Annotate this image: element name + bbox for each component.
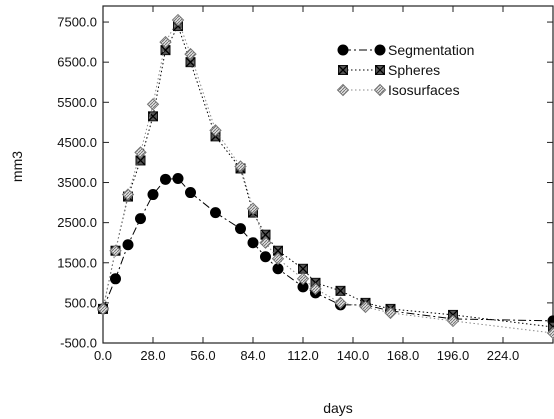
x-tick-label: 0.0 [94, 348, 112, 363]
data-point [446, 314, 460, 328]
legend-item-segmentation: Segmentation [337, 42, 474, 58]
data-point [109, 244, 122, 257]
series-segmentation [97, 173, 554, 327]
x-tick-label: 140.0 [337, 348, 370, 363]
y-tick-label: 1500.0 [57, 255, 97, 270]
plot-area [102, 5, 554, 344]
legend-item-isosurfaces: Isosurfaces [336, 82, 460, 98]
legend-label: Segmentation [388, 42, 474, 58]
x-tick-label: 196.0 [437, 348, 470, 363]
series-layer [96, 13, 554, 340]
data-point-cross [135, 155, 146, 166]
data-point [185, 187, 196, 199]
data-point-cross [298, 263, 308, 274]
legend-label: Isosurfaces [388, 82, 460, 98]
data-point [160, 173, 171, 185]
y-tick-label: 7500.0 [57, 15, 97, 30]
x-tick-label: 168.0 [387, 348, 420, 363]
data-point [259, 236, 272, 249]
series-isosurfaces [96, 13, 554, 340]
data-point [135, 213, 146, 225]
legend-marker [336, 83, 350, 97]
data-point-cross [260, 229, 271, 240]
legend-marker-cross [375, 65, 385, 75]
data-point [247, 237, 259, 249]
data-point-cross [185, 57, 196, 68]
data-point-cross [335, 285, 346, 296]
data-point [96, 302, 110, 316]
series-line [102, 177, 554, 322]
y-tick-label: 4500.0 [57, 135, 97, 150]
data-point [134, 146, 147, 159]
legend-marker [337, 44, 349, 56]
data-point [260, 251, 271, 263]
data-point-cross [273, 245, 283, 256]
plot-border [102, 5, 554, 344]
axes: -500.0 500.0 1500.0 2500.0 3500.0 4500.0 5500.… [57, 6, 553, 363]
legend-item-spheres: Spheres [338, 62, 440, 78]
y-tick-label: -500.0 [60, 336, 97, 351]
legend: Segmentation Spheres Isosurfaces [336, 42, 474, 98]
data-point [235, 223, 246, 235]
data-point [121, 188, 135, 201]
data-point [246, 202, 260, 215]
data-point-cross [148, 111, 158, 122]
legend-marker-cross [338, 65, 348, 75]
series-line [102, 24, 554, 328]
y-tick-label: 6500.0 [57, 55, 97, 70]
data-point [210, 207, 221, 219]
x-tick-label: 112.0 [287, 348, 319, 363]
data-point [297, 281, 309, 293]
data-point [184, 47, 197, 61]
x-tick-label: 56.0 [190, 348, 215, 363]
data-point [122, 239, 134, 251]
y-tick-label: 5500.0 [57, 95, 97, 110]
y-tick-label: 3500.0 [57, 175, 97, 190]
y-tick-label: 500.0 [64, 295, 97, 310]
data-point [309, 282, 322, 296]
data-point [272, 263, 284, 275]
series-line [102, 18, 554, 334]
y-tick-label: 2500.0 [57, 215, 97, 230]
data-point [359, 300, 372, 314]
legend-marker [373, 83, 387, 97]
data-point [146, 98, 160, 111]
data-point [271, 252, 285, 265]
data-point [384, 306, 397, 320]
data-point [546, 326, 554, 340]
x-tick-label: 84.0 [240, 348, 265, 363]
y-axis-title: mm3 [9, 151, 25, 182]
data-point [147, 189, 159, 201]
data-point [172, 173, 184, 185]
legend-label: Spheres [388, 62, 440, 78]
data-point [171, 13, 185, 27]
data-point [334, 296, 347, 310]
data-point [110, 273, 121, 285]
data-point-cross [160, 45, 171, 56]
data-point [159, 35, 172, 49]
x-tick-label: 28.0 [140, 348, 165, 363]
data-point [234, 160, 247, 173]
data-point [209, 124, 222, 137]
x-tick-label: 224.0 [487, 348, 520, 363]
legend-marker [374, 44, 386, 56]
data-point [296, 272, 310, 286]
x-axis-title: days [323, 400, 353, 416]
